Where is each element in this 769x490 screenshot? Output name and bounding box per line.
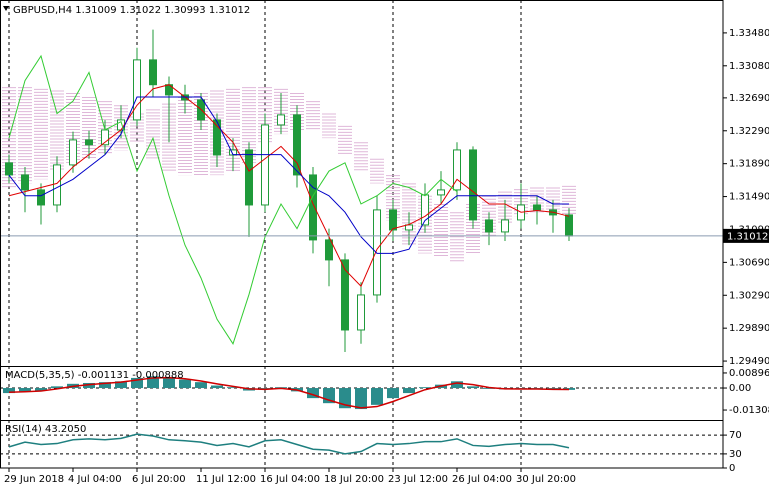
histogram-bar: [403, 388, 415, 394]
y-tick-label: 1.29890: [729, 323, 769, 334]
indicator-line: [8, 96, 569, 254]
candle-body: [501, 219, 509, 233]
histogram-bar: [147, 376, 159, 389]
candle-body: [277, 114, 285, 126]
candle-body: [533, 204, 541, 211]
y-tick-label: 1.31890: [729, 159, 769, 170]
y-tick-label: 30: [729, 449, 742, 460]
candle-body: [389, 209, 397, 231]
price-label: 1.31012: [727, 231, 768, 242]
candle-body: [149, 59, 157, 86]
histogram-bar: [51, 386, 63, 389]
y-tick-label: 0: [729, 463, 735, 474]
candle-body: [37, 189, 45, 206]
candle-body: [421, 194, 429, 226]
x-tick-label: 6 Jul 20:00: [132, 474, 186, 485]
x-tick-label: 4 Jul 04:00: [68, 474, 122, 485]
x-tick-label: 29 Jun 2018: [4, 474, 64, 485]
histogram-bar: [211, 385, 223, 389]
y-tick-label: 1.30290: [729, 290, 769, 301]
y-tick-label: 1.29490: [729, 356, 769, 367]
histogram-bar: [131, 377, 143, 389]
x-tick-label: 30 Jul 20:00: [516, 474, 576, 485]
macd-title: MACD(5,35,5) -0.001131 -0.000888: [5, 370, 184, 381]
rsi-title: RSI(14) 43.2050: [5, 424, 86, 435]
histogram-bar: [99, 382, 111, 389]
x-tick-label: 18 Jul 20:00: [324, 474, 384, 485]
histogram-bar: [35, 388, 47, 391]
y-tick-label: 1.31490: [729, 192, 769, 203]
candle-body: [69, 139, 77, 166]
histogram-bar: [115, 381, 127, 389]
y-tick-label: 0.00: [729, 383, 751, 394]
candle-body: [245, 149, 253, 206]
candle-body: [309, 174, 317, 241]
y-tick-label: 1.32290: [729, 126, 769, 137]
histogram-bar: [3, 388, 15, 394]
y-tick-label: 1.32690: [729, 93, 769, 104]
y-tick-label: 0.00896: [729, 368, 769, 379]
candle-body: [293, 114, 301, 176]
histogram-bar: [275, 387, 287, 389]
candle-body: [565, 214, 573, 237]
candle-body: [357, 294, 365, 331]
histogram-bar: [19, 388, 31, 392]
candle-body: [405, 224, 413, 231]
candle-body: [85, 139, 93, 146]
histogram-bar: [483, 388, 495, 389]
candle-body: [373, 209, 381, 296]
signal-line: [8, 376, 570, 409]
histogram-bar: [419, 387, 431, 389]
candle-body: [325, 239, 333, 261]
histogram-bar: [179, 379, 191, 389]
histogram-bar: [451, 381, 463, 389]
candle-body: [213, 119, 221, 156]
x-tick-label: 11 Jul 12:00: [196, 474, 256, 485]
candle-body: [437, 189, 445, 196]
x-tick-label: 23 Jul 12:00: [388, 474, 448, 485]
histogram-bar: [195, 382, 207, 389]
histogram-bar: [163, 377, 175, 389]
histogram-bar: [307, 388, 319, 399]
histogram-bar: [259, 388, 271, 389]
candle-body: [469, 149, 477, 221]
x-tick-label: 26 Jul 04:00: [452, 474, 512, 485]
indicator-line: [8, 54, 458, 345]
histogram-bar: [467, 386, 479, 389]
y-tick-label: 1.30690: [729, 257, 769, 268]
histogram-bar: [83, 382, 95, 389]
menu-arrow[interactable]: [3, 6, 9, 11]
y-tick-label: 70: [729, 430, 742, 441]
histogram-bar: [339, 388, 351, 409]
histogram-bar: [387, 388, 399, 399]
candle-body: [341, 259, 349, 331]
y-tick-label: -0.013081: [729, 405, 769, 416]
candle-body: [261, 124, 269, 206]
price-box: [723, 228, 769, 243]
candle-body: [485, 219, 493, 233]
candle-body: [453, 149, 461, 191]
chart-title: GBPUSD,H4 1.31009 1.31022 1.30993 1.3101…: [13, 5, 250, 16]
candle-body: [133, 59, 141, 121]
candle-body: [21, 174, 29, 191]
histogram-bar: [227, 387, 239, 389]
x-tick-label: 16 Jul 04:00: [260, 474, 320, 485]
y-tick-label: 1.33080: [729, 61, 769, 72]
candle-body: [5, 162, 13, 176]
histogram-bar: [371, 388, 383, 405]
candle-body: [53, 164, 61, 206]
histogram-bar: [355, 388, 367, 410]
y-tick-label: 1.33480: [729, 28, 769, 39]
indicator-line: [8, 84, 570, 288]
rsi-line: [8, 433, 570, 455]
